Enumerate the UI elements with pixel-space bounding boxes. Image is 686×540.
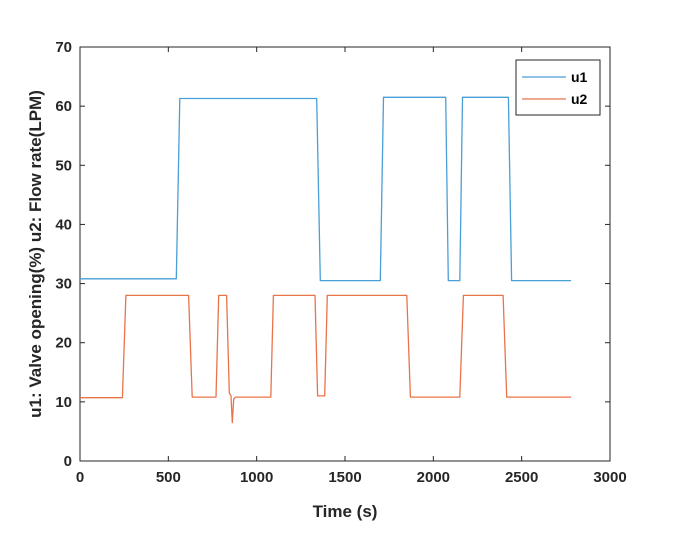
axis-ticks: 0 500 1000 1500 2000 2500 3000 0 10 20 30 40 50 60 70: [55, 39, 626, 486]
x-axis-label: Time (s): [313, 502, 378, 521]
legend-label-u2: u2: [571, 91, 588, 107]
plot-area: [79, 46, 611, 462]
y-tick-label: 0: [64, 453, 72, 470]
series-layer: [80, 96, 572, 424]
legend-label-u1: u1: [571, 69, 588, 85]
x-tick-label: 3000: [593, 469, 626, 486]
x-tick-label: 500: [156, 469, 181, 486]
plot-frame: [79, 46, 611, 462]
y-tick-label: 70: [55, 39, 72, 56]
y-tick-label: 30: [55, 276, 72, 293]
y-tick-label: 10: [55, 394, 72, 411]
x-tick-label: 2500: [505, 469, 538, 486]
y-tick-label: 60: [55, 98, 72, 115]
series-line-u2: [80, 294, 572, 424]
x-tick-label: 1000: [240, 469, 273, 486]
series-line-u1: [80, 96, 572, 282]
x-tick-label: 1500: [328, 469, 361, 486]
y-tick-label: 50: [55, 157, 72, 174]
y-axis-label: u1: Valve opening(%) u2: Flow rate(LPM): [26, 90, 45, 418]
y-tick-label: 40: [55, 216, 72, 233]
y-tick-label: 20: [55, 335, 72, 352]
x-tick-label: 2000: [417, 469, 450, 486]
x-tick-label: 0: [76, 469, 84, 486]
legend-box: [515, 59, 601, 116]
